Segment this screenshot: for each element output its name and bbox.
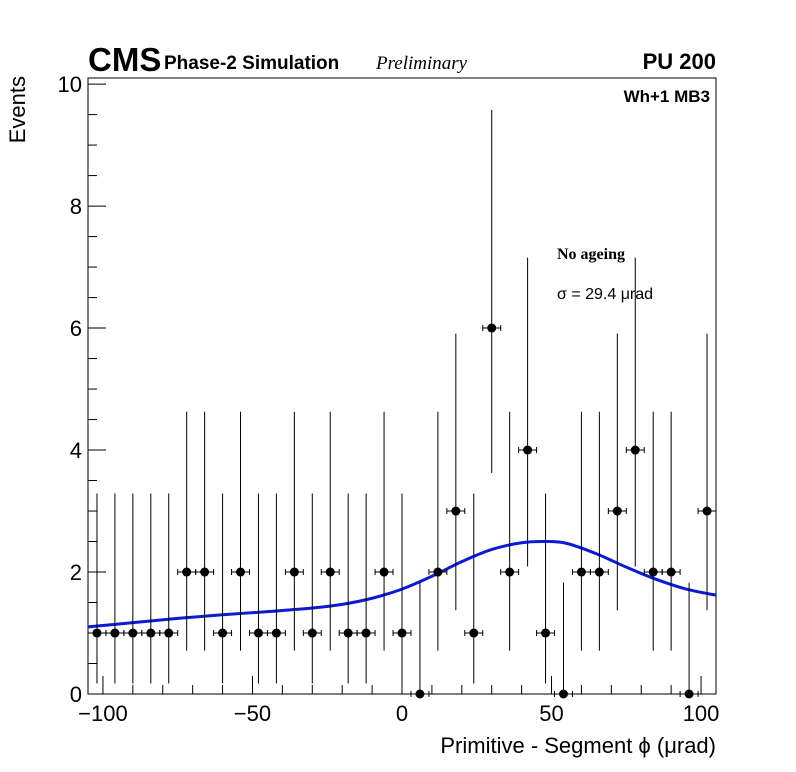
point-marker xyxy=(702,506,712,516)
y-tick-label: 2 xyxy=(70,560,82,585)
point-marker xyxy=(612,506,622,516)
data-point xyxy=(410,582,430,699)
data-point xyxy=(625,257,645,567)
axes: −100 −50 0 50 100 0 2 4 6 8 10 xyxy=(58,72,720,726)
data-point xyxy=(589,411,609,651)
data-point xyxy=(141,493,161,684)
point-marker xyxy=(576,567,586,577)
point-marker xyxy=(594,567,604,577)
point-marker xyxy=(110,628,120,638)
pileup-label: PU 200 xyxy=(643,49,716,74)
sigma-annotation: σ = 29.4 μrad xyxy=(557,286,653,303)
point-marker xyxy=(343,628,353,638)
x-tick-label: −100 xyxy=(78,701,128,726)
point-marker xyxy=(469,628,479,638)
point-marker xyxy=(541,628,551,638)
x-tick-label: 0 xyxy=(396,701,408,726)
point-marker xyxy=(361,628,371,638)
point-marker xyxy=(558,689,568,699)
data-point xyxy=(356,493,376,684)
point-marker xyxy=(630,445,640,455)
point-marker xyxy=(648,567,658,577)
point-marker xyxy=(307,628,317,638)
data-point xyxy=(284,411,304,651)
data-point xyxy=(482,109,502,473)
point-marker xyxy=(128,628,138,638)
data-point xyxy=(159,493,179,684)
point-marker xyxy=(182,567,192,577)
point-marker xyxy=(164,628,174,638)
y-axis-label: Events xyxy=(5,76,30,143)
point-marker xyxy=(505,567,515,577)
data-point xyxy=(607,333,627,611)
y-tick-label: 0 xyxy=(70,682,82,707)
point-marker xyxy=(236,567,246,577)
region-label: Wh+1 MB3 xyxy=(624,87,710,106)
x-axis-label: Primitive - Segment ϕ (μrad) xyxy=(440,733,716,758)
experiment-label: CMS xyxy=(88,41,161,78)
preliminary-label: Preliminary xyxy=(375,53,468,74)
x-tick-label: 100 xyxy=(683,701,720,726)
point-marker xyxy=(253,628,263,638)
data-point xyxy=(231,411,250,651)
point-marker xyxy=(523,445,533,455)
data-point xyxy=(536,493,556,684)
data-point xyxy=(105,493,125,684)
point-marker xyxy=(379,567,389,577)
data-point xyxy=(213,493,233,684)
point-marker xyxy=(271,628,281,638)
point-marker xyxy=(433,567,443,577)
data-point xyxy=(195,411,215,651)
point-marker xyxy=(146,628,156,638)
data-point xyxy=(374,411,394,651)
x-tick-label: 50 xyxy=(539,701,563,726)
point-marker xyxy=(200,567,210,577)
data-point xyxy=(446,333,466,611)
data-point xyxy=(697,333,717,611)
point-marker xyxy=(92,628,102,638)
point-marker xyxy=(289,567,299,577)
data-point xyxy=(392,493,412,684)
data-point xyxy=(320,411,340,651)
data-point xyxy=(679,582,699,699)
y-tick-label: 8 xyxy=(70,194,82,219)
data-points xyxy=(87,109,717,699)
point-marker xyxy=(218,628,228,638)
data-point xyxy=(177,411,197,651)
x-tick-label: −50 xyxy=(234,701,271,726)
point-marker xyxy=(487,323,497,333)
point-marker xyxy=(684,689,694,699)
data-point xyxy=(464,493,484,684)
fit-curve xyxy=(87,539,717,629)
y-tick-label: 4 xyxy=(70,438,82,463)
fit-layer xyxy=(87,539,717,629)
data-point xyxy=(428,411,448,651)
data-point xyxy=(643,411,663,651)
data-point xyxy=(661,411,681,651)
config-annotation: No ageing xyxy=(557,246,625,263)
data-point xyxy=(266,493,286,684)
point-marker xyxy=(325,567,335,577)
data-point xyxy=(518,257,538,567)
y-tick-label: 10 xyxy=(58,72,82,97)
point-marker xyxy=(451,506,461,516)
data-point xyxy=(554,582,573,699)
point-marker xyxy=(397,628,407,638)
point-marker xyxy=(666,567,676,577)
point-marker xyxy=(415,689,425,699)
y-tick-label: 6 xyxy=(70,316,82,341)
data-point xyxy=(302,493,322,684)
data-point xyxy=(500,411,520,651)
simulation-label: Phase-2 Simulation xyxy=(164,53,339,74)
